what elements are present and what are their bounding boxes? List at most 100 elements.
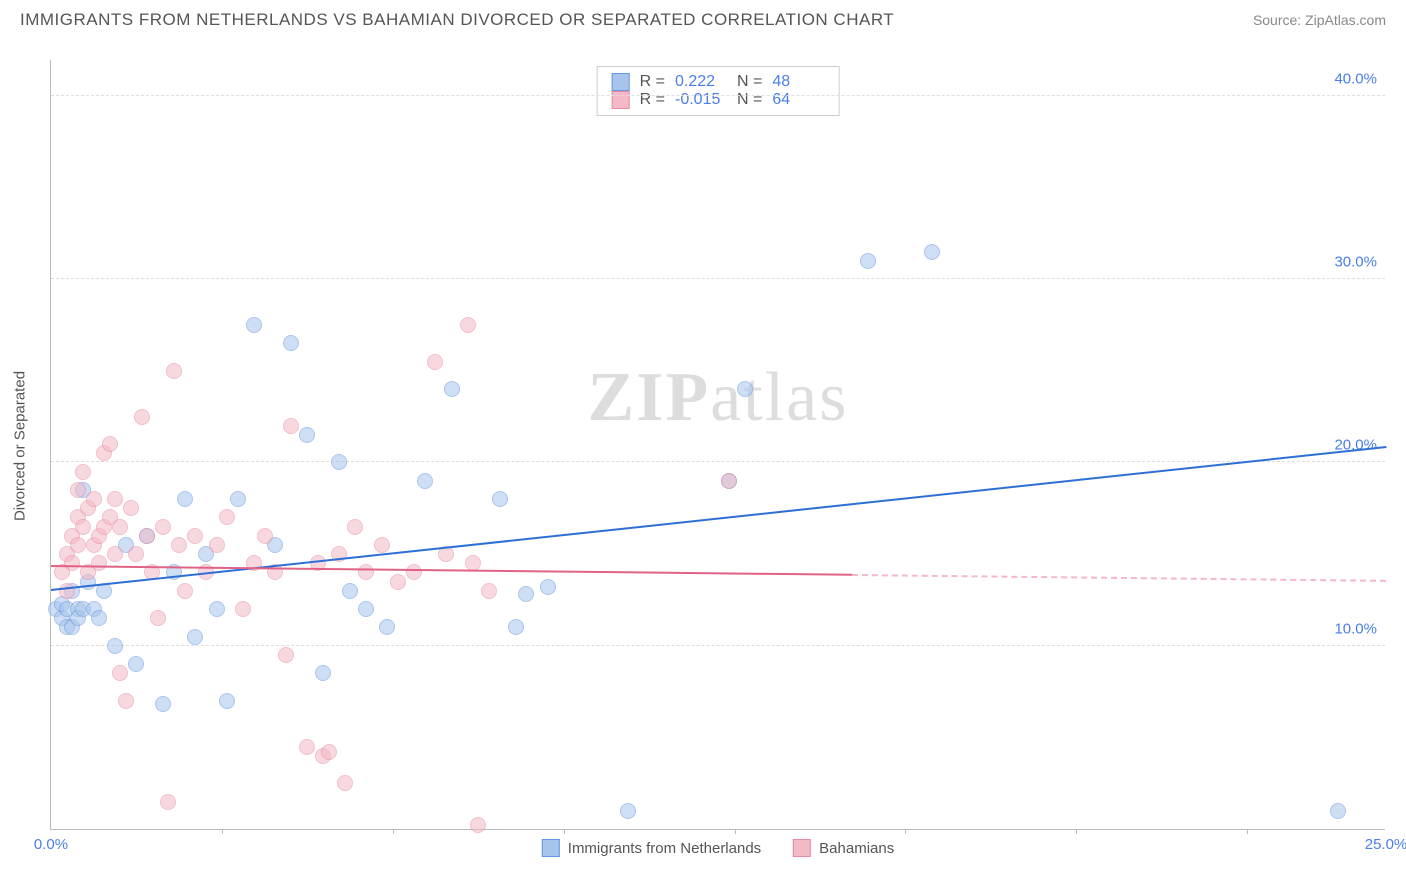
data-point bbox=[358, 564, 374, 580]
data-point bbox=[299, 427, 315, 443]
y-tick-label: 10.0% bbox=[1334, 620, 1377, 637]
data-point bbox=[209, 601, 225, 617]
data-point bbox=[128, 656, 144, 672]
data-point bbox=[278, 647, 294, 663]
data-point bbox=[209, 537, 225, 553]
data-point bbox=[374, 537, 390, 553]
data-point bbox=[283, 335, 299, 351]
data-point bbox=[406, 564, 422, 580]
data-point bbox=[187, 528, 203, 544]
data-point bbox=[246, 317, 262, 333]
data-point bbox=[379, 619, 395, 635]
data-point bbox=[924, 244, 940, 260]
data-point bbox=[64, 555, 80, 571]
data-point bbox=[86, 491, 102, 507]
series-swatch bbox=[612, 73, 630, 91]
data-point bbox=[331, 454, 347, 470]
data-point bbox=[321, 744, 337, 760]
data-point bbox=[171, 537, 187, 553]
data-point bbox=[139, 528, 155, 544]
data-point bbox=[390, 574, 406, 590]
gridline bbox=[51, 645, 1385, 646]
data-point bbox=[219, 693, 235, 709]
data-point bbox=[257, 528, 273, 544]
data-point bbox=[70, 537, 86, 553]
data-point bbox=[235, 601, 251, 617]
x-tick-mark bbox=[1076, 829, 1077, 834]
data-point bbox=[155, 519, 171, 535]
data-point bbox=[337, 775, 353, 791]
x-tick-mark bbox=[393, 829, 394, 834]
chart-plot-area: ZIPatlas R =0.222N =48R =-0.015N =64 Imm… bbox=[50, 60, 1385, 830]
x-tick-label: 0.0% bbox=[34, 836, 68, 853]
x-tick-mark bbox=[735, 829, 736, 834]
data-point bbox=[540, 579, 556, 595]
data-point bbox=[444, 381, 460, 397]
y-tick-label: 40.0% bbox=[1334, 70, 1377, 87]
trend-line bbox=[852, 574, 1386, 582]
chart-header: IMMIGRANTS FROM NETHERLANDS VS BAHAMIAN … bbox=[0, 0, 1406, 34]
y-axis-label: Divorced or Separated bbox=[12, 371, 29, 521]
data-point bbox=[166, 363, 182, 379]
y-tick-label: 30.0% bbox=[1334, 254, 1377, 271]
watermark: ZIPatlas bbox=[588, 358, 849, 438]
data-point bbox=[492, 491, 508, 507]
data-point bbox=[91, 555, 107, 571]
data-point bbox=[219, 509, 235, 525]
stats-row: R =0.222N =48 bbox=[612, 73, 825, 91]
data-point bbox=[112, 519, 128, 535]
n-label: N = bbox=[737, 73, 762, 91]
data-point bbox=[299, 739, 315, 755]
data-point bbox=[155, 696, 171, 712]
legend-item: Bahamians bbox=[793, 839, 894, 857]
gridline bbox=[51, 95, 1385, 96]
chart-title: IMMIGRANTS FROM NETHERLANDS VS BAHAMIAN … bbox=[20, 10, 894, 30]
legend-bottom: Immigrants from Netherlands Bahamians bbox=[542, 839, 894, 857]
legend-item: Immigrants from Netherlands bbox=[542, 839, 761, 857]
x-tick-mark bbox=[564, 829, 565, 834]
data-point bbox=[427, 354, 443, 370]
data-point bbox=[177, 491, 193, 507]
data-point bbox=[128, 546, 144, 562]
correlation-stats-box: R =0.222N =48R =-0.015N =64 bbox=[597, 66, 840, 116]
x-tick-label: 25.0% bbox=[1365, 836, 1406, 853]
data-point bbox=[342, 583, 358, 599]
data-point bbox=[59, 583, 75, 599]
data-point bbox=[91, 610, 107, 626]
data-point bbox=[150, 610, 166, 626]
data-point bbox=[75, 519, 91, 535]
data-point bbox=[177, 583, 193, 599]
data-point bbox=[417, 473, 433, 489]
data-point bbox=[1330, 803, 1346, 819]
data-point bbox=[737, 381, 753, 397]
data-point bbox=[860, 253, 876, 269]
data-point bbox=[518, 586, 534, 602]
data-point bbox=[107, 546, 123, 562]
r-value: 0.222 bbox=[675, 73, 727, 91]
series-swatch bbox=[542, 839, 560, 857]
data-point bbox=[358, 601, 374, 617]
gridline bbox=[51, 461, 1385, 462]
data-point bbox=[315, 665, 331, 681]
legend-label: Immigrants from Netherlands bbox=[568, 840, 761, 857]
x-tick-mark bbox=[905, 829, 906, 834]
data-point bbox=[118, 693, 134, 709]
gridline bbox=[51, 278, 1385, 279]
data-point bbox=[470, 817, 486, 833]
r-label: R = bbox=[640, 73, 665, 91]
data-point bbox=[134, 409, 150, 425]
data-point bbox=[620, 803, 636, 819]
data-point bbox=[347, 519, 363, 535]
data-point bbox=[112, 665, 128, 681]
x-tick-mark bbox=[1247, 829, 1248, 834]
data-point bbox=[123, 500, 139, 516]
data-point bbox=[102, 436, 118, 452]
data-point bbox=[508, 619, 524, 635]
data-point bbox=[107, 638, 123, 654]
data-point bbox=[75, 464, 91, 480]
data-point bbox=[160, 794, 176, 810]
source-label: Source: ZipAtlas.com bbox=[1253, 12, 1386, 28]
data-point bbox=[230, 491, 246, 507]
data-point bbox=[70, 482, 86, 498]
data-point bbox=[481, 583, 497, 599]
